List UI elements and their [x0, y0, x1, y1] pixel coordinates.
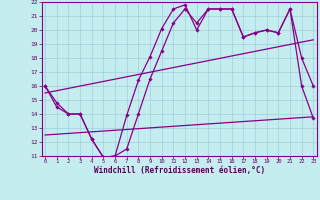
X-axis label: Windchill (Refroidissement éolien,°C): Windchill (Refroidissement éolien,°C): [94, 166, 265, 175]
